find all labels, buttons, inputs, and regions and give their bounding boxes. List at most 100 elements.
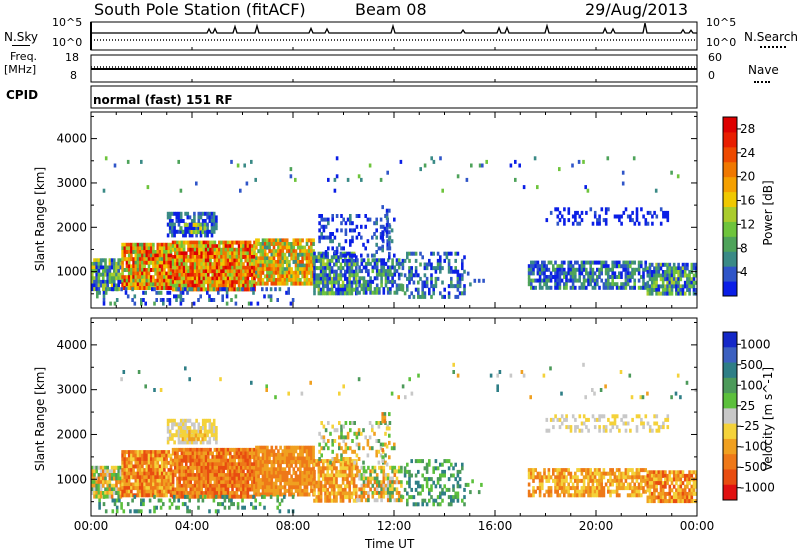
power-cell [461, 276, 464, 281]
power-cell [198, 280, 201, 285]
power-cell [178, 262, 181, 267]
velocity-cell [261, 460, 265, 465]
power-cell [688, 288, 691, 292]
power-cell [322, 235, 326, 240]
power-cell [574, 218, 577, 223]
power-cell [315, 255, 318, 260]
velocity-cell [251, 447, 254, 452]
velocity-cell [633, 482, 636, 487]
velocity-cell [393, 480, 397, 485]
power-cell [391, 265, 394, 270]
power-cell [395, 258, 399, 263]
power-cell [248, 258, 252, 263]
velocity-cell [664, 491, 667, 496]
velocity-cell [117, 469, 120, 474]
velocity-cell [322, 459, 325, 464]
power-cell [679, 288, 683, 292]
power-cell [690, 277, 694, 282]
power-cell [222, 265, 225, 270]
power-cell [642, 267, 645, 272]
power-cell [176, 283, 179, 288]
power-cell [234, 294, 238, 299]
power-cell [179, 226, 182, 231]
velocity-cell [591, 478, 595, 483]
power-cell [631, 271, 634, 276]
power-cell [310, 238, 313, 243]
power-cell [672, 266, 676, 271]
velocity-cell [285, 460, 289, 465]
power-cell [391, 258, 394, 263]
velocity-cell [240, 483, 243, 488]
power-cell [263, 260, 267, 264]
power-cell [598, 218, 601, 223]
velocity-cell [604, 471, 608, 476]
velocity-cell [335, 477, 338, 482]
velocity-cell [375, 483, 379, 488]
velocity-cell [335, 480, 338, 485]
power-cell [138, 253, 142, 258]
velocity-cell [272, 492, 276, 497]
velocity-cell [246, 494, 250, 499]
velocity-cell [303, 492, 307, 497]
velocity-cell [261, 474, 265, 479]
power-cell [211, 276, 214, 281]
velocity-cell [421, 473, 424, 478]
velocity-cell [430, 477, 433, 482]
power-cell [291, 298, 295, 302]
power-cell [367, 287, 370, 292]
power-cell [229, 251, 232, 256]
power-cell [335, 255, 338, 260]
power-cell [294, 238, 298, 243]
velocity-cell [648, 488, 652, 493]
power-cell [134, 257, 138, 262]
velocity-cell [395, 476, 399, 481]
velocity-cell [121, 489, 124, 494]
power-cell [543, 275, 546, 279]
velocity-cell [257, 492, 260, 497]
power-cell [346, 284, 349, 289]
velocity-cell [330, 480, 334, 485]
velocity-cell [149, 482, 153, 487]
power-cell [182, 251, 186, 256]
power-cell [200, 276, 203, 281]
velocity-cell [281, 470, 285, 475]
power-cell [167, 260, 171, 265]
velocity-cell [337, 469, 340, 474]
velocity-cell [244, 473, 247, 478]
power-cell [209, 240, 212, 245]
power-cell [333, 280, 336, 285]
power-cell [355, 235, 359, 240]
power-cell [171, 222, 174, 227]
velocity-cell [369, 473, 372, 477]
velocity-cell [152, 450, 155, 455]
power-cell [244, 276, 247, 281]
power-cell [160, 286, 164, 290]
velocity-cell [263, 474, 267, 479]
velocity-cell [307, 470, 311, 475]
power-cell [145, 250, 149, 254]
velocity-cell [461, 498, 464, 503]
power-cell [247, 301, 251, 306]
power-cell [622, 260, 625, 265]
velocity-cell [328, 466, 332, 471]
power-cell [132, 260, 135, 265]
velocity-cell [324, 466, 327, 471]
velocity-cell [136, 464, 140, 469]
velocity-cell [324, 473, 327, 478]
power-cell [637, 221, 641, 226]
power-cell [578, 221, 582, 226]
power-cell [169, 278, 173, 283]
power-cell [144, 301, 147, 306]
power-cell [199, 211, 203, 216]
power-cell [668, 270, 672, 274]
velocity-cell [615, 493, 619, 498]
velocity-cell [569, 478, 573, 483]
velocity-cell [346, 466, 349, 471]
power-cell [408, 276, 411, 281]
power-cell [355, 255, 358, 260]
power-cell [106, 287, 109, 292]
power-cell [246, 269, 250, 274]
velocity-cell [215, 465, 219, 470]
velocity-cell [185, 447, 188, 452]
velocity-cell [569, 486, 573, 491]
